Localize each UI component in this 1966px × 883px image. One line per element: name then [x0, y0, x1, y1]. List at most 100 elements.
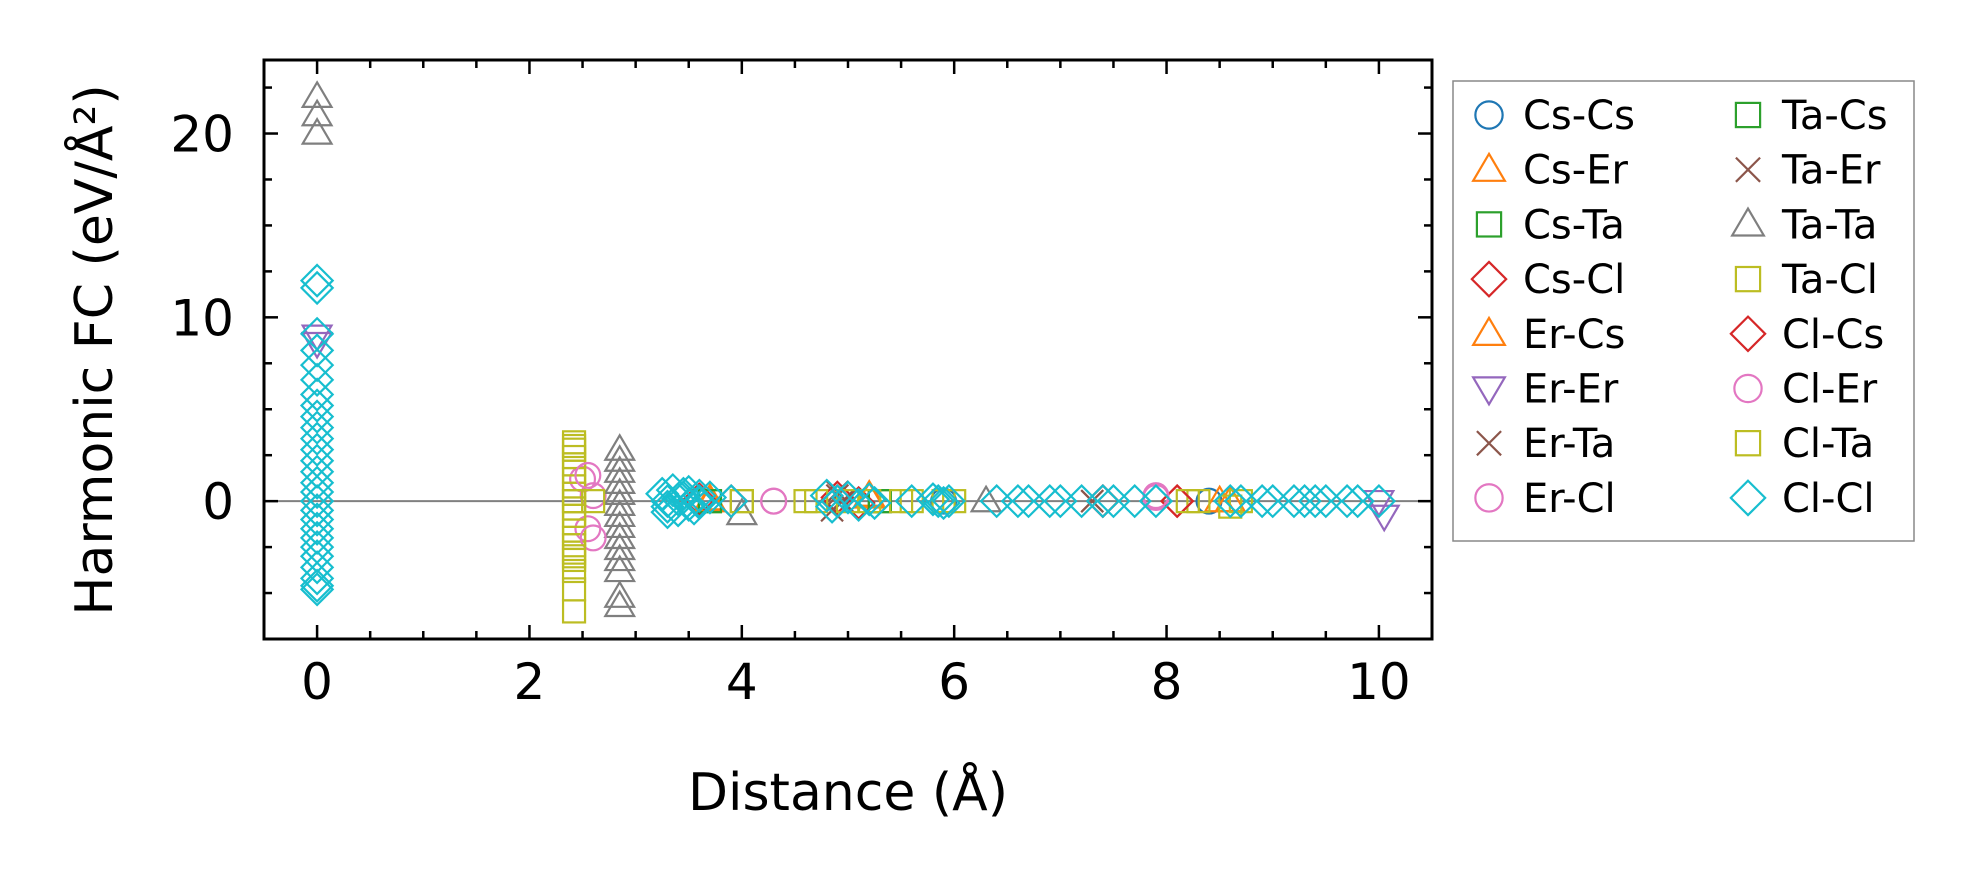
- legend-label: Cs-Ta: [1523, 202, 1625, 248]
- legend-label: Cl-Ta: [1782, 421, 1874, 467]
- point-ta-ta: [603, 543, 637, 572]
- point-cl-cl: [809, 478, 844, 513]
- point-cl-cl: [1244, 483, 1280, 519]
- legend-marker: [1733, 373, 1763, 404]
- point-cl-cl: [299, 410, 335, 445]
- point-ta-ta: [300, 98, 334, 127]
- legend-label: Cl-Er: [1782, 367, 1878, 413]
- legend-label: Ta-Cs: [1781, 93, 1888, 139]
- x-tick-label: 8: [1151, 653, 1183, 711]
- point-ta-cl: [561, 558, 587, 584]
- point-cl-er: [760, 487, 788, 515]
- point-ta-ta: [603, 510, 637, 539]
- point-cl-cl: [650, 483, 685, 519]
- point-er-er: [1367, 504, 1401, 533]
- point-cl-cl: [299, 377, 335, 412]
- point-er-er: [300, 331, 334, 360]
- legend-label: Ta-Ta: [1781, 202, 1877, 248]
- axis-ticks: [262, 60, 1434, 641]
- legend-box: [1452, 80, 1915, 542]
- point-cl-cl: [650, 495, 685, 530]
- legend-marker: [1735, 156, 1761, 183]
- point-ta-ta: [603, 580, 637, 608]
- y-tick-label: 0: [202, 473, 234, 531]
- point-cl-cl: [682, 485, 717, 521]
- legend-label: Cs-Cl: [1523, 257, 1625, 303]
- legend-label: Er-Ta: [1523, 421, 1615, 467]
- point-cl-cl: [299, 333, 335, 368]
- legend: Cs-Cs Cs-Er Cs-Ta Cs-Cl Er-Cs Er-Er Er-Ta Er-Cl…: [1452, 80, 1915, 542]
- y-axis-label: Harmonic FC (eV/Å²): [63, 84, 125, 615]
- point-cl-cl: [299, 388, 335, 423]
- point-ta-cl: [561, 599, 587, 624]
- point-cl-cl: [926, 485, 961, 521]
- y-tick-label: 10: [170, 289, 234, 347]
- point-cl-cl: [299, 362, 335, 397]
- point-ta-ta: [603, 532, 637, 561]
- legend-label: Er-Er: [1523, 367, 1619, 413]
- legend-marker: [1471, 376, 1507, 407]
- point-cl-cl: [299, 550, 335, 585]
- legend-marker: [1475, 211, 1503, 238]
- point-ta-ta: [603, 466, 637, 494]
- legend-label: Cl-Cl: [1782, 476, 1875, 522]
- point-ta-ta: [969, 484, 1003, 513]
- point-cl-cl: [682, 483, 717, 519]
- x-tick-label: 0: [301, 653, 333, 711]
- legend-label: Er-Cl: [1523, 476, 1616, 522]
- point-ta-ta: [300, 80, 334, 108]
- x-tick-label: 4: [726, 653, 758, 711]
- point-cl-cl: [299, 263, 335, 298]
- point-cl-cl: [299, 572, 335, 607]
- point-cl-cl: [915, 482, 951, 517]
- point-er-cl: [579, 482, 607, 510]
- point-cl-cl: [299, 493, 335, 528]
- point-ta-er: [1080, 489, 1104, 513]
- data-points: [299, 80, 1401, 624]
- legend-marker: [1734, 430, 1762, 457]
- point-cl-er: [579, 524, 607, 552]
- point-cl-er: [574, 461, 602, 489]
- point-ta-ta: [603, 521, 637, 550]
- point-cl-ta: [561, 433, 587, 459]
- legend-marker: [1471, 151, 1507, 182]
- x-tick-label: 2: [514, 653, 546, 711]
- x-tick-label: 6: [938, 653, 970, 711]
- point-ta-ta: [300, 116, 334, 145]
- point-cl-cl: [299, 421, 335, 456]
- legend-marker: [1734, 101, 1762, 129]
- point-cl-cl: [931, 483, 967, 519]
- point-cl-cl: [841, 487, 876, 522]
- point-cl-cl: [299, 539, 335, 574]
- legend-marker: [1734, 265, 1762, 293]
- point-cl-cl: [299, 454, 335, 489]
- point-cl-cl: [830, 480, 866, 515]
- point-cl-cl: [1361, 483, 1397, 519]
- point-cl-cl: [299, 568, 335, 603]
- point-ta-ta: [603, 455, 637, 483]
- point-cl-cl: [1138, 483, 1174, 519]
- point-cl-cl: [299, 465, 335, 500]
- point-ta-ta: [603, 488, 637, 516]
- point-cl-cl: [692, 480, 728, 515]
- point-cl-cl: [299, 432, 335, 467]
- point-cl-cl: [1032, 483, 1067, 519]
- legend-marker: [1729, 479, 1767, 517]
- point-ta-ta: [603, 433, 637, 461]
- point-cl-cl: [1298, 483, 1333, 519]
- legend-marker: [1474, 483, 1504, 513]
- point-cl-cl: [299, 520, 335, 556]
- point-cl-cl: [299, 474, 335, 510]
- legend-marker: [1476, 430, 1502, 457]
- point-cl-cl: [714, 483, 749, 519]
- legend-marker: [1729, 315, 1767, 353]
- legend-label: Cs-Cs: [1523, 93, 1635, 139]
- point-ta-ta: [603, 444, 637, 472]
- y-tick-label: 20: [170, 106, 234, 164]
- point-ta-ta: [603, 499, 637, 528]
- point-cl-cl: [671, 487, 706, 522]
- point-cl-cl: [857, 485, 892, 521]
- x-axis-label: Distance (Å): [688, 761, 1008, 823]
- point-cl-ta: [561, 489, 587, 514]
